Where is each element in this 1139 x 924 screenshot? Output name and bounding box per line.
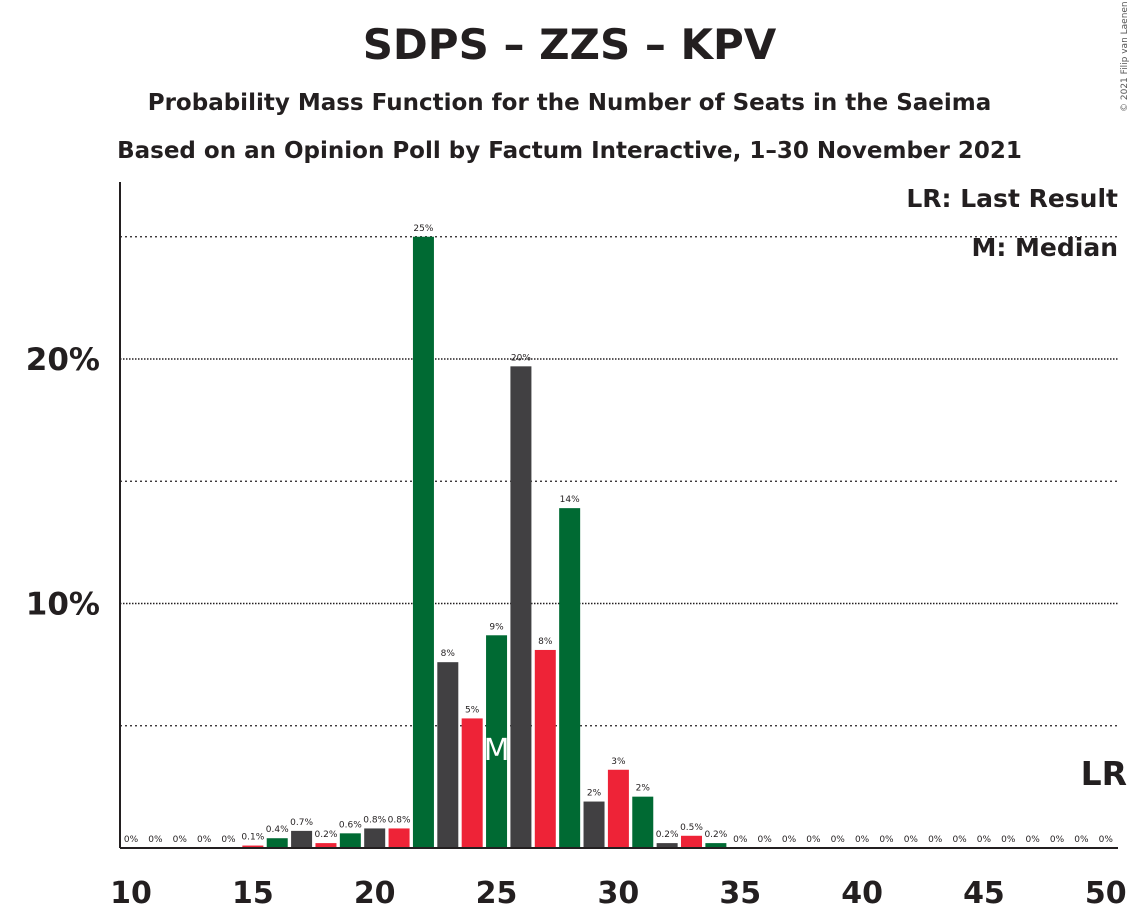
chart-title: SDPS – ZZS – KPV [362, 20, 777, 69]
legend-median: M: Median [971, 233, 1118, 262]
data-label: 0% [173, 835, 188, 845]
data-label: 0% [806, 835, 821, 845]
bar [656, 843, 678, 848]
x-tick-label: 10 [110, 876, 152, 911]
data-label: 0.8% [363, 815, 386, 825]
x-tick-label: 50 [1085, 876, 1127, 911]
x-tick-label: 45 [963, 876, 1005, 911]
y-tick-label: 20% [26, 342, 100, 378]
data-label: 2% [636, 784, 651, 794]
data-label: 0% [124, 835, 139, 845]
bar [632, 796, 654, 848]
x-tick-label: 35 [719, 876, 761, 911]
x-tick-label: 30 [598, 876, 640, 911]
data-label: 8% [538, 637, 553, 647]
bar-series: 0% 0% 0% 0% 0% 0.1%0.4%0.7%0.2%0.6% 0.8% 0.8%25… [124, 224, 1127, 848]
data-label: 0% [977, 835, 992, 845]
chart-subtitle-source: Based on an Opinion Poll by Factum Inter… [117, 138, 1022, 164]
data-label: 0.2% [704, 830, 727, 840]
data-label: 0.2% [315, 830, 338, 840]
bar [266, 838, 288, 848]
data-label: 0% [757, 835, 772, 845]
bar [486, 635, 508, 848]
data-label: 0% [733, 835, 748, 845]
data-label: 0.5% [680, 823, 703, 833]
data-label: 0.6% [339, 820, 362, 830]
data-label: 14% [560, 495, 580, 505]
data-label: 0% [221, 835, 236, 845]
data-label: 0.7% [290, 818, 313, 828]
bar [681, 835, 703, 848]
tick-labels: 10% 20% 10 15 20 25 30 35 40 45 50 [26, 342, 1127, 911]
data-label: 3% [611, 757, 626, 767]
data-label: 2% [587, 789, 602, 799]
x-tick-label: 25 [476, 876, 518, 911]
chart-subtitle: Probability Mass Function for the Number… [147, 90, 992, 116]
data-label: 8% [441, 649, 456, 659]
data-label: 0.4% [266, 825, 289, 835]
data-label: 5% [465, 705, 480, 715]
data-label: 0% [879, 835, 894, 845]
data-label: 0% [928, 835, 943, 845]
bar [315, 843, 337, 848]
data-label: 0% [855, 835, 870, 845]
bar [437, 662, 459, 848]
y-tick-label: 10% [26, 587, 100, 623]
data-label: 0% [952, 835, 967, 845]
bar [607, 769, 629, 848]
data-label: 9% [489, 622, 504, 632]
bar [388, 828, 410, 848]
data-label: 0.1% [241, 833, 264, 843]
bar [705, 843, 727, 848]
bar [291, 830, 313, 848]
last-result-marker: LR [1081, 754, 1127, 793]
gridlines [120, 236, 1118, 727]
data-label: 0% [1074, 835, 1089, 845]
data-label: 25% [413, 224, 433, 234]
data-label: 0.2% [656, 830, 679, 840]
data-label: 0% [782, 835, 797, 845]
data-label: 0% [904, 835, 919, 845]
data-label: 20% [511, 353, 531, 363]
bar [559, 508, 581, 848]
bar [339, 833, 361, 848]
bar [534, 649, 556, 848]
x-tick-label: 20 [354, 876, 396, 911]
bar [583, 801, 605, 848]
data-label: 0.8% [388, 815, 411, 825]
data-label: 0% [1099, 835, 1114, 845]
bar [412, 236, 434, 848]
x-tick-label: 15 [232, 876, 274, 911]
bar [510, 366, 532, 848]
bar [242, 845, 264, 848]
bar [364, 828, 386, 848]
data-label: 0% [1026, 835, 1041, 845]
x-tick-label: 40 [841, 876, 883, 911]
data-label: 0% [1001, 835, 1016, 845]
axes [119, 182, 1118, 849]
median-marker: M [484, 733, 510, 768]
data-label: 0% [148, 835, 163, 845]
bar [461, 718, 483, 848]
data-label: 0% [831, 835, 846, 845]
data-label: 0% [1050, 835, 1065, 845]
data-label: 0% [197, 835, 212, 845]
legend-last-result: LR: Last Result [906, 184, 1118, 213]
